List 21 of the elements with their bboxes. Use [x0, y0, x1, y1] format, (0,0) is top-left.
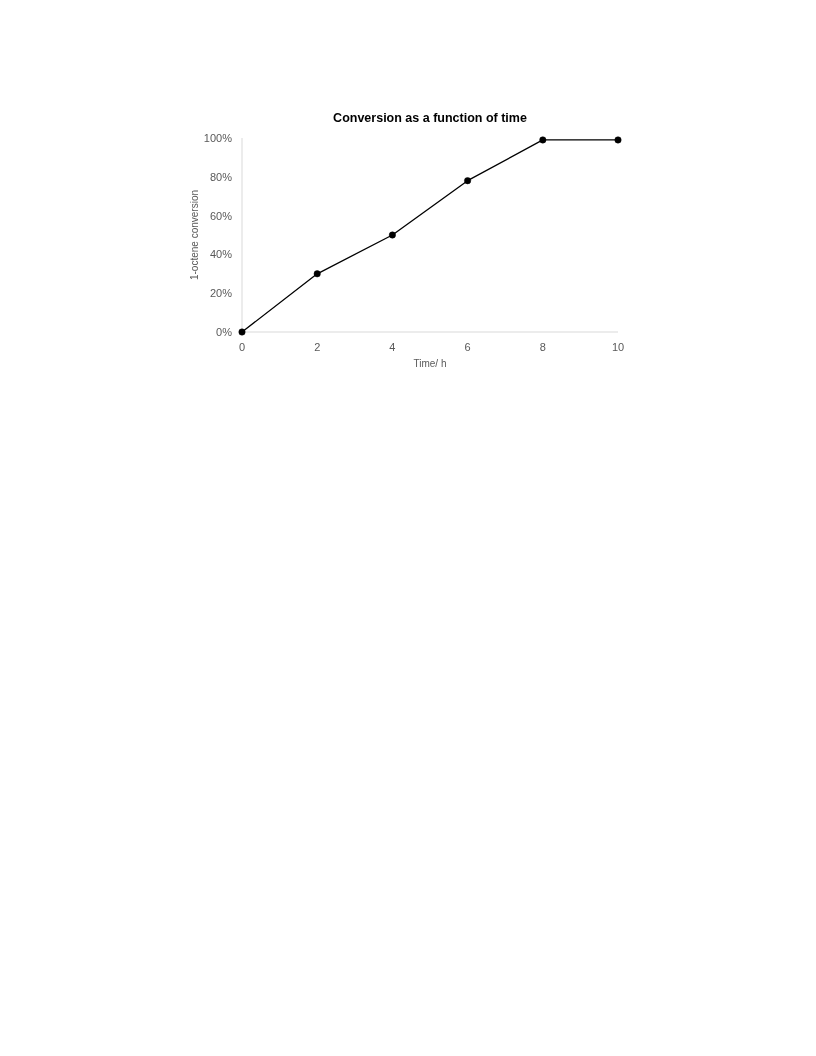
point	[464, 177, 472, 185]
y-tick-label: 0%	[216, 326, 233, 338]
x-tick-label: 6	[464, 341, 471, 353]
point	[238, 328, 246, 336]
point	[313, 270, 321, 278]
y-axis-title: 1-octene conversion	[189, 189, 200, 281]
x-tick-label: 8	[539, 341, 546, 353]
x-tick-label: 10	[611, 341, 625, 353]
x-axis-title: Time/ h	[413, 358, 447, 369]
point	[539, 136, 547, 144]
x-tick-label: 4	[389, 341, 396, 353]
y-tick-label: 100%	[203, 132, 233, 144]
y-tick-label: 40%	[209, 248, 233, 261]
y-tick-label: 20%	[209, 287, 233, 300]
x-tick-label: 2	[314, 341, 321, 353]
point	[614, 136, 622, 144]
x-tick-label: 0	[238, 341, 246, 353]
chart-title: Conversion as a function of time	[333, 111, 527, 125]
point	[388, 231, 396, 239]
y-tick-label: 80%	[209, 170, 233, 183]
y-tick-label: 60%	[209, 209, 233, 222]
